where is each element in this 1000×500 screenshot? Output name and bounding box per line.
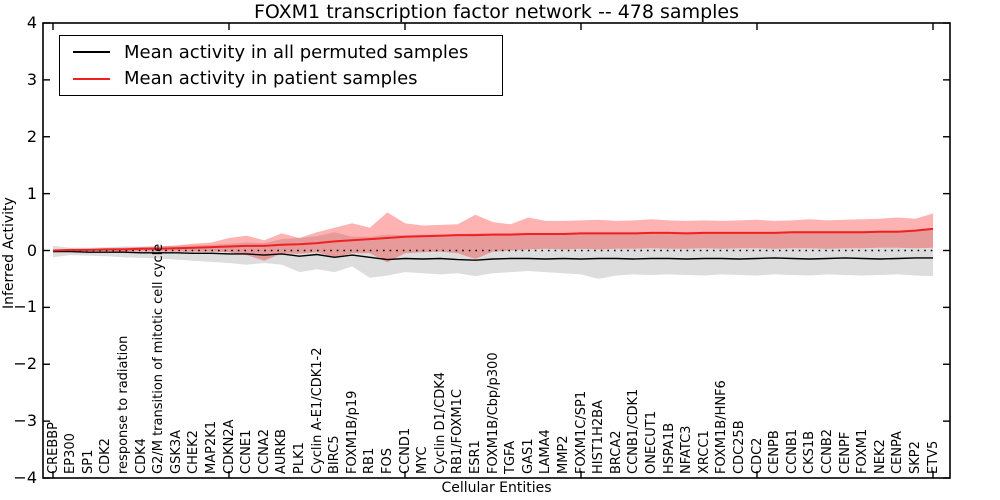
y-tick-label: −4 [13, 468, 37, 487]
y-tick-label: 3 [26, 69, 37, 89]
x-tick-label: CCNB2 [819, 428, 835, 474]
chart-title: FOXM1 transcription factor network -- 47… [253, 1, 740, 23]
x-tick-label: CENPF [837, 431, 853, 474]
x-axis-label: Cellular Entities [441, 480, 552, 496]
legend-label: Mean activity in patient samples [124, 68, 418, 90]
x-tick-label: ESR1 [467, 440, 483, 474]
x-tick-label: response to radiation [115, 335, 131, 474]
x-tick-label: GSK3A [168, 429, 184, 474]
y-tick-label: −2 [13, 354, 37, 374]
x-tick-label: FOXM1C/SP1 [573, 390, 589, 474]
x-tick-label: AURKB [274, 429, 290, 474]
x-tick-label: BIRC5 [327, 435, 343, 475]
x-tick-label: NFATC3 [679, 425, 695, 474]
y-tick-label: −3 [13, 411, 37, 431]
x-tick-label: LAMA4 [538, 429, 554, 474]
x-tick-label: HIST1H2BA [591, 400, 607, 474]
x-tick-label: FOXM1B/p19 [344, 390, 360, 474]
x-tick-label: ONECUT1 [643, 411, 659, 474]
x-tick-label: CDK4 [133, 438, 149, 474]
x-tick-label: ETV5 [925, 440, 941, 474]
x-tick-label: MYC [415, 446, 431, 474]
x-tick-label: FOXM1 [855, 428, 871, 474]
x-tick-label: MMP2 [555, 435, 571, 474]
x-tick-label: CCNE1 [239, 429, 255, 474]
x-tick-label: CKS1B [802, 430, 818, 474]
x-tick-label: CREBBP [45, 422, 61, 474]
x-tick-label: SP1 [80, 449, 96, 474]
x-tick-label: HSPA1B [661, 422, 677, 474]
legend: Mean activity in all permuted samples Me… [59, 35, 503, 96]
x-tick-label: CCNB1 [784, 428, 800, 474]
x-tick-label: FOXM1B/HNF6 [714, 380, 730, 474]
legend-item-permuted: Mean activity in all permuted samples [73, 42, 502, 63]
y-tick-label: 0 [26, 240, 37, 260]
x-tick-label: RB1/FOXM1C [450, 389, 466, 474]
y-tick-label: −1 [13, 297, 37, 317]
black-line-sample-icon [73, 51, 110, 54]
x-tick-label: TGFA [503, 440, 519, 474]
x-tick-label: CENPB [767, 430, 783, 474]
x-tick-label: CCND1 [397, 427, 413, 474]
x-tick-label: CHEK2 [186, 430, 202, 474]
y-tick-label: 1 [26, 183, 37, 203]
x-tick-label: BRCA2 [608, 430, 624, 474]
x-tick-label: FOS [379, 448, 395, 474]
x-tick-label: RB1 [362, 447, 378, 474]
x-tick-label: CENPA [890, 431, 906, 474]
x-tick-label: G2/M transition of mitotic cell cycle [151, 243, 167, 474]
x-tick-label: Cyclin A-E1/CDK1-2 [309, 347, 325, 474]
x-tick-label: NEK2 [872, 439, 888, 474]
legend-item-patient: Mean activity in patient samples [73, 68, 502, 89]
x-tick-label: FOXM1B/Cbp/p300 [485, 352, 501, 474]
x-tick-label: PLK1 [291, 442, 307, 474]
x-tick-label: Cyclin D1/CDK4 [432, 371, 448, 474]
x-tick-label: GAS1 [520, 438, 536, 475]
x-tick-label: SKP2 [907, 441, 923, 474]
x-tick-label: XRCC1 [696, 430, 712, 474]
x-tick-label: CCNB1/CDK1 [626, 388, 642, 474]
x-tick-label: CCNA2 [256, 428, 272, 474]
x-tick-label: CDC25B [731, 420, 747, 474]
x-tick-label: CDC2 [749, 437, 765, 474]
x-tick-label: MAP2K1 [203, 420, 219, 474]
legend-label: Mean activity in all permuted samples [124, 41, 469, 63]
x-tick-label: CDK2 [98, 438, 114, 474]
x-tick-label: EP300 [63, 433, 79, 474]
red-line-sample-icon [73, 77, 110, 80]
y-tick-label: 4 [26, 13, 37, 32]
x-tick-label: CDKN2A [221, 419, 237, 474]
y-tick-label: 2 [26, 126, 37, 146]
